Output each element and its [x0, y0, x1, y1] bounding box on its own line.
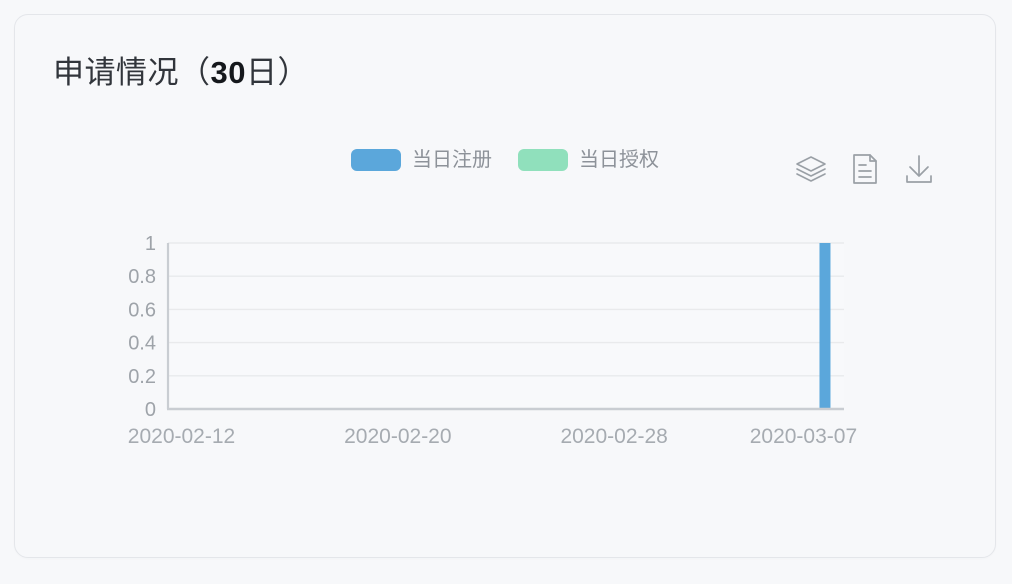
chart-x-axis-labels: 2020-02-12 2020-02-20 2020-02-28 2020-03-07	[128, 425, 857, 448]
stack-layers-icon	[794, 152, 828, 186]
legend-swatch-authorize	[518, 149, 568, 171]
y-axis-tick-label: 0.8	[128, 266, 156, 288]
legend-swatch-register	[351, 149, 401, 171]
x-axis-tick-label: 2020-02-12	[128, 425, 235, 448]
download-icon-button[interactable]	[901, 151, 937, 187]
x-axis-tick-label: 2020-02-20	[344, 425, 451, 448]
chart-toolbar	[793, 151, 937, 187]
data-view-icon	[849, 152, 881, 186]
y-axis-tick-label: 1	[145, 233, 156, 255]
y-axis-tick-label: 0.6	[128, 299, 156, 321]
legend-label-authorize: 当日授权	[579, 149, 659, 171]
y-axis-tick-label: 0.2	[128, 366, 156, 388]
chart-bars	[819, 243, 831, 409]
page-title: 申请情况（30日）	[53, 53, 309, 93]
x-axis-tick-label: 2020-02-28	[560, 425, 667, 448]
download-icon	[902, 152, 936, 186]
chart-y-axis-labels: 0 0.2 0.4 0.6 0.8 1	[128, 233, 156, 421]
chart-axis-lines	[166, 243, 844, 411]
legend-label-register: 当日注册	[412, 149, 492, 171]
page-title-emphasis: 30	[210, 55, 246, 90]
chart-card: 申请情况（30日） 当日注册 当日授权	[14, 14, 996, 558]
page-title-prefix: 申请情况（	[53, 55, 211, 90]
data-view-icon-button[interactable]	[847, 151, 883, 187]
legend-item-authorize[interactable]: 当日授权	[518, 149, 659, 171]
chart-legend: 当日注册 当日授权	[351, 149, 659, 171]
chart-bar	[819, 243, 831, 409]
x-axis-tick-label: 2020-03-07	[750, 425, 857, 448]
stack-layers-icon-button[interactable]	[793, 151, 829, 187]
legend-item-register[interactable]: 当日注册	[351, 149, 492, 171]
chart-plot-area: 0 0.2 0.4 0.6 0.8 1 2020-02-12 2020-02-20 2020-…	[15, 15, 997, 559]
bar-chart-svg: 00.20.40.60.81 2020-02-12 2020-02-20 2020-…	[128, 233, 857, 448]
plot-background	[168, 243, 844, 409]
y-axis-tick-label: 0.4	[128, 333, 156, 355]
chart-gridlines	[168, 242, 844, 409]
y-axis-tick-label: 0	[145, 399, 156, 421]
page-title-suffix: 日）	[245, 55, 309, 90]
